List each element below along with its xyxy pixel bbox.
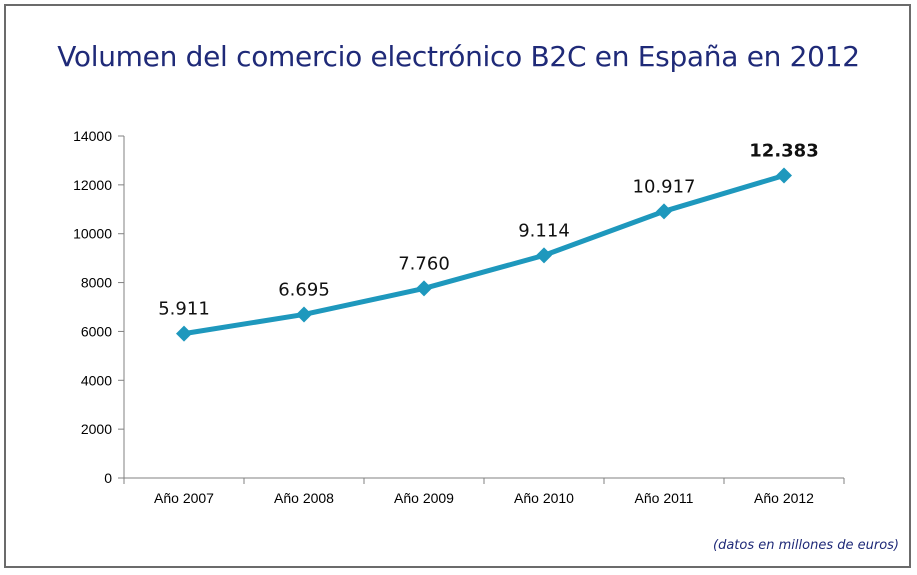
x-tick-label: Año 2010 — [514, 490, 574, 506]
data-point-marker — [176, 325, 192, 342]
data-point-marker — [776, 167, 792, 184]
y-tick-label: 4000 — [81, 372, 112, 388]
y-tick-label: 0 — [104, 470, 112, 486]
y-tick-label: 6000 — [81, 323, 112, 339]
y-tick-label: 12000 — [73, 177, 112, 193]
data-points — [176, 167, 792, 342]
data-point-marker — [416, 280, 432, 297]
x-tick-label: Año 2009 — [394, 490, 454, 506]
data-point-marker — [656, 203, 672, 220]
data-label: 7.760 — [398, 253, 450, 274]
y-tick-labels: 0 2000 4000 6000 8000 10000 12000 14000 — [73, 128, 112, 486]
x-tick-label: Año 2008 — [274, 490, 334, 506]
data-label: 12.383 — [749, 141, 818, 162]
series-line — [181, 173, 787, 337]
chart-frame — [4, 4, 911, 568]
data-labels: 5.911 6.695 7.760 9.114 10.917 12.383 — [158, 141, 819, 320]
x-tick-label: Año 2011 — [635, 490, 694, 506]
y-tick-label: 2000 — [81, 421, 112, 437]
data-point-marker — [536, 247, 552, 264]
x-tick-label: Año 2007 — [154, 490, 214, 506]
y-tick-label: 10000 — [73, 226, 112, 242]
x-tick-label: Año 2012 — [754, 490, 814, 506]
series-line-group — [181, 173, 787, 337]
chart-axes — [118, 135, 845, 484]
data-label: 10.917 — [633, 176, 696, 197]
data-label: 9.114 — [518, 220, 570, 241]
data-point-marker — [296, 306, 312, 323]
data-label: 6.695 — [278, 279, 330, 300]
x-tick-labels: Año 2007 Año 2008 Año 2009 Año 2010 Año 2011… — [154, 490, 814, 506]
y-tick-label: 14000 — [73, 128, 112, 144]
units-note: (datos en millones de euros) — [713, 538, 899, 553]
data-label: 5.911 — [158, 299, 210, 320]
chart-title: Volumen del comercio electrónico B2C en … — [57, 40, 860, 73]
y-tick-label: 8000 — [81, 275, 112, 291]
